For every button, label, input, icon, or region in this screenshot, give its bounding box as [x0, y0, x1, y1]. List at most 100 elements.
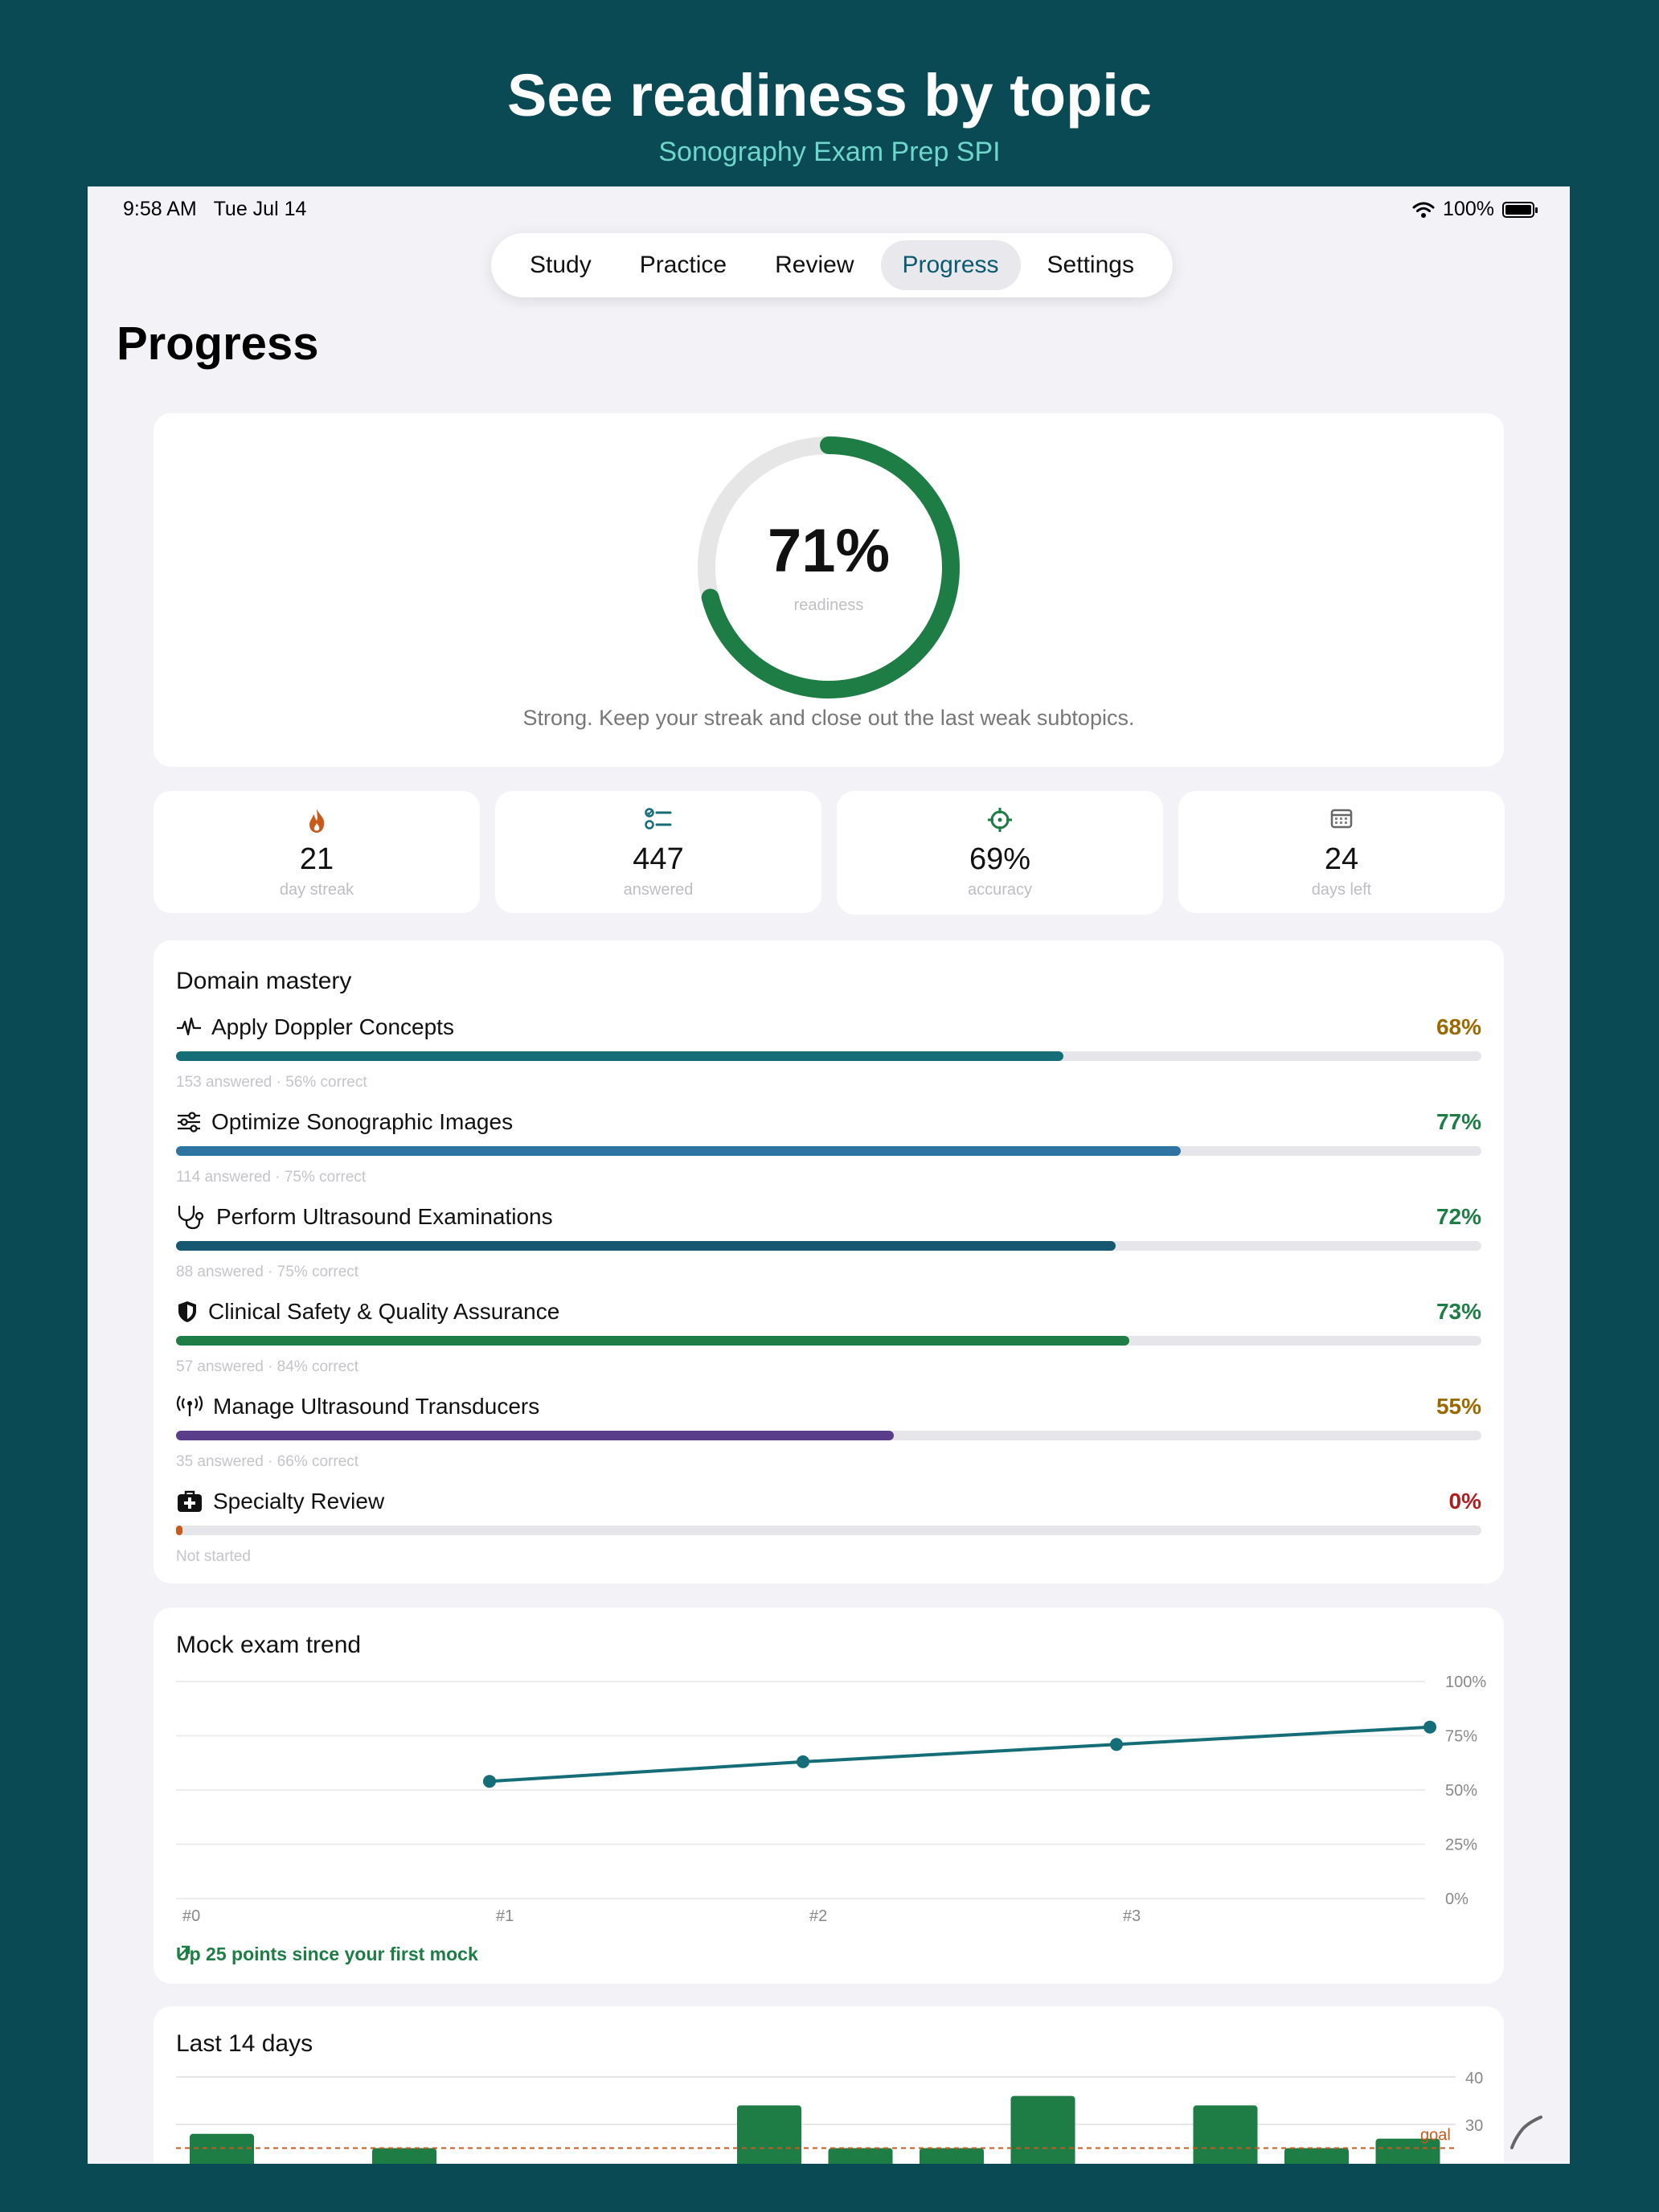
y-tick-label: 30 [1465, 2117, 1483, 2135]
flame-icon [309, 809, 325, 833]
y-tick-label: 25% [1445, 1837, 1477, 1854]
bar [737, 2105, 801, 2164]
last-14-days-chart: 40 30 goal [176, 2070, 1483, 2164]
shield-icon [178, 1301, 196, 1322]
domain-progress-fill [176, 1051, 1064, 1061]
last-14-days-title: Last 14 days [176, 2030, 313, 2057]
readiness-card: 71% readiness Strong. Keep your streak a… [154, 413, 1504, 767]
domain-mastery-title: Domain mastery [176, 968, 352, 994]
domain-row[interactable]: Clinical Safety & Quality Assurance 73% … [176, 1296, 1481, 1384]
tab-bar: Study Practice Review Progress Settings [491, 233, 1173, 297]
domain-row[interactable]: Specialty Review 0% Not started [176, 1485, 1481, 1574]
domain-progress-track [176, 1051, 1481, 1061]
bar [1284, 2148, 1349, 2164]
stat-streak-label: day streak [279, 881, 354, 899]
stat-streak-value: 21 [299, 842, 334, 876]
domain-mastery-card: Domain mastery Apply Doppler Concepts 68… [154, 940, 1504, 1583]
domain-progress-fill [176, 1431, 895, 1440]
domain-row[interactable]: Manage Ultrasound Transducers 55% 35 ans… [176, 1391, 1481, 1479]
page-title: Progress [117, 317, 319, 370]
domain-meta: 88 answered · 75% correct [176, 1264, 359, 1280]
x-tick-label: #1 [496, 1907, 514, 1925]
tab-study[interactable]: Study [530, 252, 592, 278]
y-tick-label: 75% [1445, 1728, 1477, 1746]
medkit-icon [178, 1490, 202, 1512]
domain-percent: 0% [1448, 1489, 1481, 1514]
stat-days-left-label: days left [1311, 881, 1372, 899]
target-icon [988, 808, 1012, 832]
x-tick-label: #2 [809, 1907, 827, 1925]
readiness-percent: 71% [767, 517, 891, 585]
domain-progress-fill [176, 1241, 1116, 1251]
domain-percent: 73% [1436, 1299, 1481, 1324]
status-clock: 9:58 AM [123, 198, 197, 220]
y-tick-label: 50% [1445, 1782, 1477, 1800]
domain-progress-fill [176, 1336, 1129, 1346]
sliders-icon [178, 1112, 200, 1133]
domain-progress-track [176, 1146, 1481, 1156]
goal-label: goal [1420, 2127, 1451, 2144]
status-date: Tue Jul 14 [213, 198, 307, 220]
domain-row[interactable]: Perform Ultrasound Examinations 72% 88 a… [176, 1201, 1481, 1289]
arrow-up-right-icon [178, 1945, 190, 1958]
stat-accuracy-value: 69% [969, 842, 1031, 876]
wifi-icon [1412, 202, 1435, 218]
promo-header: See readiness by topic Sonography Exam P… [0, 0, 1659, 186]
stat-accuracy: 69% accuracy [837, 791, 1163, 915]
domain-progress-track [176, 1431, 1481, 1440]
bar [372, 2148, 436, 2164]
stat-accuracy-label: accuracy [967, 881, 1033, 899]
trend-note-text: Up 25 points since your first mock [176, 1944, 478, 1964]
status-indicators: 100% [1412, 198, 1538, 221]
domain-name: Apply Doppler Concepts [211, 1014, 454, 1039]
tab-review[interactable]: Review [775, 252, 854, 278]
trend-note: Up 25 points since your first mock [176, 1944, 478, 1965]
readiness-ring-fill [698, 436, 960, 698]
domain-meta: 153 answered · 56% correct [176, 1074, 367, 1091]
bar [920, 2148, 984, 2164]
x-tick-label: #3 [1123, 1907, 1141, 1925]
y-tick-label: 0% [1445, 1890, 1469, 1908]
mock-exam-card: Mock exam trend 0% 25% 50% 75% 100% #0 #1 #2 #3 … [154, 1608, 1504, 1984]
domain-progress-fill [176, 1146, 1182, 1156]
bar [1375, 2138, 1440, 2164]
last-14-days-card: Last 14 days 40 30 goal [154, 2006, 1504, 2164]
domain-row[interactable]: Optimize Sonographic Images 77% 114 answ… [176, 1106, 1481, 1194]
domain-row[interactable]: Apply Doppler Concepts 68% 153 answered … [176, 1011, 1481, 1100]
checklist-icon [645, 808, 672, 830]
domain-name: Clinical Safety & Quality Assurance [208, 1299, 560, 1324]
domain-name: Optimize Sonographic Images [211, 1109, 514, 1134]
readiness-message: Strong. Keep your streak and close out t… [522, 706, 1135, 730]
refresh-spinner-icon [1510, 2116, 1542, 2149]
promo-subtitle: Sonography Exam Prep SPI [658, 137, 1001, 167]
readiness-label: readiness [793, 596, 864, 614]
tab-practice[interactable]: Practice [639, 252, 727, 278]
stat-answered-value: 447 [633, 842, 684, 876]
domain-meta: 114 answered · 75% correct [176, 1169, 367, 1186]
domain-progress-track [176, 1241, 1481, 1251]
data-point [1110, 1738, 1123, 1751]
domain-progress-track [176, 1336, 1481, 1346]
stat-answered: 447 answered [495, 791, 821, 913]
waveform-icon [177, 1017, 201, 1036]
readiness-ring [698, 436, 960, 698]
domain-percent: 68% [1436, 1014, 1481, 1039]
trend-line [489, 1725, 1431, 1784]
domain-name: Perform Ultrasound Examinations [216, 1204, 553, 1229]
tab-settings[interactable]: Settings [1047, 252, 1134, 278]
tab-progress[interactable]: Progress [880, 240, 1021, 290]
stat-days-left: 24 days left [1178, 791, 1505, 913]
x-tick-label: #0 [182, 1907, 200, 1925]
mock-exam-title: Mock exam trend [176, 1632, 362, 1658]
domain-meta: Not started [176, 1548, 251, 1565]
stat-days-left-value: 24 [1324, 842, 1359, 876]
domain-meta: 57 answered · 84% correct [176, 1358, 359, 1375]
calendar-icon [1330, 809, 1353, 829]
battery-icon [1502, 201, 1538, 218]
mock-trend-chart: 0% 25% 50% 75% 100% #0 #1 #2 #3 [176, 1673, 1486, 1925]
stat-answered-label: answered [623, 881, 694, 899]
data-point [797, 1755, 809, 1768]
stat-streak: 21 day streak [154, 791, 480, 913]
domain-name: Manage Ultrasound Transducers [213, 1394, 540, 1419]
status-time: 9:58 AM Tue Jul 14 [123, 198, 306, 221]
